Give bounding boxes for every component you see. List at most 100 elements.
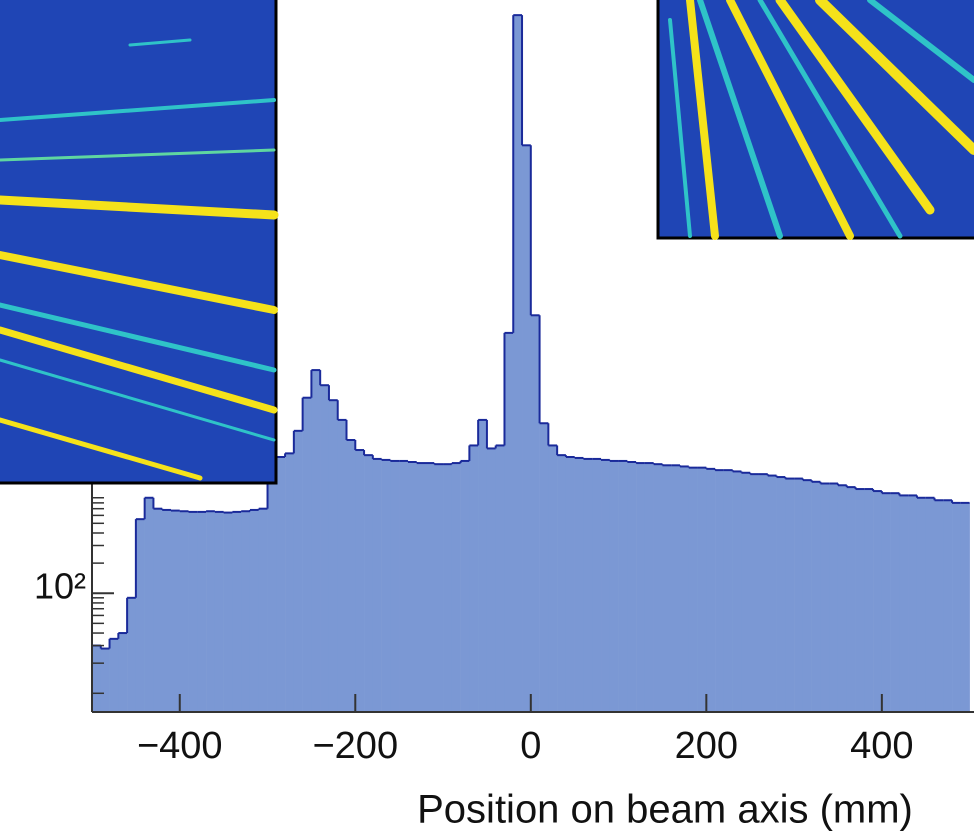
bar [855, 489, 865, 712]
bar [320, 385, 330, 712]
bar [109, 638, 119, 712]
bar [328, 400, 339, 712]
bar [249, 509, 260, 712]
bar [715, 470, 725, 712]
bar [425, 463, 435, 712]
bar [671, 465, 681, 712]
bar [127, 597, 137, 712]
bar [934, 500, 944, 712]
bar [399, 460, 409, 712]
x-tick-label: −200 [312, 725, 398, 767]
bar [469, 445, 479, 712]
x-tick-label: −400 [137, 725, 223, 767]
bar [741, 472, 751, 712]
bar [618, 460, 628, 712]
bar [311, 370, 321, 712]
bar [837, 485, 848, 712]
bar [486, 448, 497, 712]
bar [794, 478, 804, 712]
bar [451, 463, 461, 712]
bar [636, 463, 646, 712]
bar [548, 445, 558, 712]
bar [776, 477, 786, 712]
bar [530, 315, 540, 712]
bar [565, 456, 575, 712]
bar [522, 145, 532, 712]
bar [697, 467, 707, 712]
bar [627, 461, 637, 712]
bar [601, 459, 611, 712]
bar [197, 511, 207, 712]
bar [179, 511, 189, 712]
bar [267, 470, 277, 712]
bar [583, 458, 593, 712]
plot-area: −400 −200 0 200 400 10² [34, 14, 974, 767]
bar [162, 509, 172, 712]
bar [460, 460, 470, 712]
bar [539, 423, 549, 712]
bar [390, 460, 400, 712]
bar [153, 508, 163, 712]
bar [170, 510, 181, 712]
bar [407, 461, 418, 712]
bar [434, 464, 444, 712]
bar [785, 478, 795, 712]
bar [706, 468, 716, 712]
bar [557, 455, 567, 712]
bar [960, 502, 970, 712]
bar [662, 465, 672, 712]
bar [890, 493, 900, 712]
bar [495, 445, 505, 712]
bar [118, 633, 128, 712]
bar [206, 511, 216, 712]
x-tick-label: 0 [520, 725, 541, 767]
bar [188, 511, 198, 712]
bar [811, 481, 821, 712]
bar [829, 483, 839, 712]
bar [241, 511, 251, 712]
bar [873, 491, 883, 712]
bar [680, 466, 690, 712]
bar [820, 483, 830, 712]
bar [214, 511, 224, 712]
bar [732, 471, 742, 712]
bar [574, 457, 584, 712]
bar [346, 440, 356, 712]
bar [513, 15, 523, 712]
bar [952, 502, 962, 712]
bar [592, 458, 602, 712]
bar [443, 464, 453, 712]
bar [653, 464, 663, 712]
bar [767, 475, 777, 712]
bar [478, 419, 488, 712]
bar [100, 648, 110, 712]
bar [846, 487, 856, 712]
x-axis-label: Position on beam axis (mm) [417, 788, 913, 832]
bar [355, 450, 365, 712]
bar [899, 495, 909, 712]
inset-left [0, 0, 279, 485]
bar [864, 489, 874, 712]
y-tick-label: 10² [34, 566, 86, 607]
bar [750, 474, 760, 712]
bar [802, 480, 812, 712]
bar [337, 419, 347, 712]
bar [92, 645, 102, 712]
bar [381, 459, 391, 712]
bar [232, 511, 242, 712]
bar [364, 455, 374, 712]
bar [644, 463, 654, 712]
x-tick-label: 400 [850, 725, 913, 767]
bar [908, 495, 918, 712]
bar [293, 430, 303, 712]
bar [223, 512, 233, 712]
insets [0, 0, 974, 485]
bar [758, 474, 769, 712]
bar [881, 493, 891, 712]
bar [504, 332, 514, 712]
bar [688, 467, 698, 712]
bar [285, 453, 295, 712]
bar [943, 500, 953, 712]
bar [302, 397, 312, 712]
